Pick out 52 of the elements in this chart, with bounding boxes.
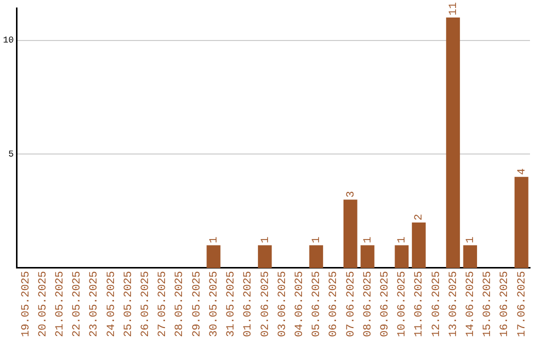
data-label: 11 bbox=[448, 2, 460, 16]
x-tick-label: 04.06.2025 bbox=[294, 270, 306, 338]
bar bbox=[206, 245, 220, 268]
x-tick-label: 07.06.2025 bbox=[345, 270, 358, 338]
x-tick-label: 19.05.2025 bbox=[20, 270, 32, 338]
x-tick-label: 25.05.2025 bbox=[122, 270, 135, 338]
data-label: 1 bbox=[311, 236, 324, 244]
x-tick-label: 16.06.2025 bbox=[499, 270, 512, 338]
data-label: 1 bbox=[208, 236, 220, 244]
x-tick-label: 09.06.2025 bbox=[380, 270, 392, 338]
x-tick-label: 20.05.2025 bbox=[37, 270, 50, 338]
x-tick-label: 15.06.2025 bbox=[482, 270, 494, 338]
x-tick-label: 22.05.2025 bbox=[72, 270, 84, 338]
x-tick-label: 12.06.2025 bbox=[430, 270, 443, 338]
bar bbox=[412, 222, 426, 268]
x-tick-label: 01.06.2025 bbox=[242, 270, 255, 338]
x-tick-label: 11.06.2025 bbox=[414, 270, 426, 338]
bar bbox=[446, 18, 460, 268]
bar bbox=[343, 200, 358, 268]
y-tick-label: 10 bbox=[2, 36, 14, 46]
bar bbox=[360, 245, 374, 268]
x-tick-label: 24.05.2025 bbox=[106, 270, 118, 338]
x-tick-label: 26.05.2025 bbox=[140, 270, 152, 338]
x-tick-label: 21.05.2025 bbox=[54, 270, 66, 338]
x-tick-label: 28.05.2025 bbox=[174, 270, 186, 338]
bar bbox=[309, 245, 324, 268]
data-label: 2 bbox=[414, 214, 426, 220]
y-tick-label: 5 bbox=[8, 150, 14, 160]
bar bbox=[463, 245, 478, 268]
x-tick-label: 10.06.2025 bbox=[396, 270, 409, 338]
bar bbox=[258, 245, 272, 268]
x-tick-label: 31.05.2025 bbox=[226, 270, 238, 338]
x-tick-label: 14.06.2025 bbox=[465, 270, 478, 338]
x-tick-label: 08.06.2025 bbox=[362, 270, 374, 338]
x-tick-label: 27.05.2025 bbox=[157, 270, 170, 338]
data-label: 1 bbox=[396, 236, 409, 244]
bar bbox=[394, 245, 409, 268]
x-tick-label: 13.06.2025 bbox=[448, 270, 460, 338]
x-tick-label: 17.06.2025 bbox=[516, 270, 528, 338]
data-label: 1 bbox=[362, 236, 374, 244]
data-label: 1 bbox=[260, 236, 272, 244]
x-tick-label: 02.06.2025 bbox=[260, 270, 272, 338]
x-tick-label: 06.06.2025 bbox=[328, 270, 340, 338]
bar bbox=[514, 176, 528, 268]
data-label: 3 bbox=[345, 191, 358, 198]
x-tick-label: 30.05.2025 bbox=[208, 270, 220, 338]
x-tick-label: 29.05.2025 bbox=[191, 270, 204, 338]
x-tick-label: 23.05.2025 bbox=[88, 270, 101, 338]
data-label: 4 bbox=[516, 168, 528, 175]
data-label: 1 bbox=[465, 236, 478, 244]
x-tick-label: 03.06.2025 bbox=[276, 270, 289, 338]
x-tick-label: 05.06.2025 bbox=[311, 270, 324, 338]
